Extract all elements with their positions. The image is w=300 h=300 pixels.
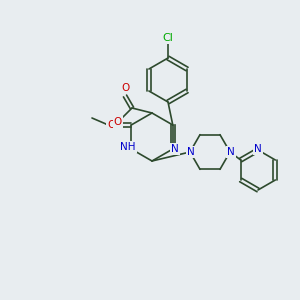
Text: O: O — [121, 83, 129, 93]
Text: N: N — [254, 144, 262, 154]
Text: O: O — [114, 117, 122, 127]
Text: N: N — [171, 144, 179, 154]
Text: N: N — [227, 147, 235, 157]
Text: O: O — [107, 120, 115, 130]
Text: NH: NH — [121, 142, 136, 152]
Text: Cl: Cl — [163, 33, 173, 43]
Text: N: N — [187, 147, 195, 157]
